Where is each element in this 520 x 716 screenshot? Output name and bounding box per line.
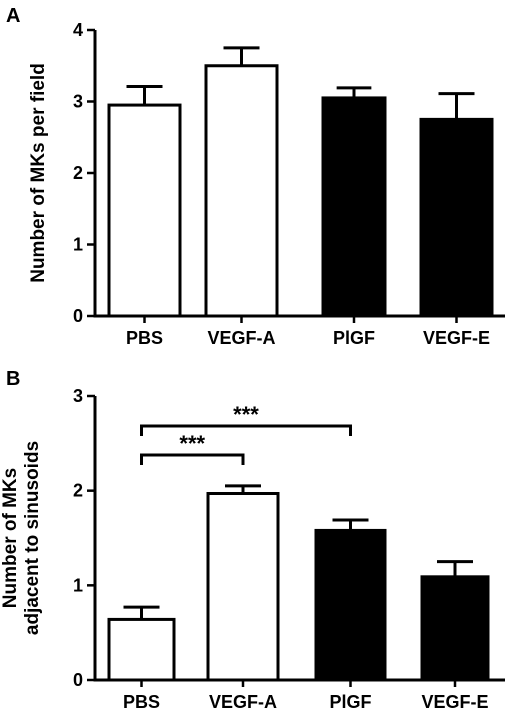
bar <box>204 64 279 318</box>
y-tick-label: 1 <box>73 235 83 255</box>
category-label: PlGF <box>329 692 371 712</box>
bar <box>420 575 490 682</box>
panel-a: A 0 1 2 3 4 Number of MKs per field PBS VEGF-A Pl… <box>6 5 505 348</box>
bar <box>206 492 280 682</box>
y-axis-title: Number of MKsadjacent to sinusoids <box>0 441 43 635</box>
significance-label: *** <box>179 431 205 456</box>
category-label: PBS <box>123 692 160 712</box>
y-tick-label: 2 <box>73 163 83 183</box>
significance-bracket <box>140 453 245 465</box>
y-tick-label: 0 <box>73 306 83 326</box>
y-tick-label: 4 <box>73 20 83 40</box>
category-label: PlGF <box>333 328 375 348</box>
bar <box>419 117 494 318</box>
y-tick-label: 3 <box>73 386 83 406</box>
category-label: VEGF-E <box>421 692 488 712</box>
category-label: VEGF-A <box>209 692 277 712</box>
bar <box>314 528 387 682</box>
category-label: VEGF-E <box>423 328 490 348</box>
panel-b: B 0 1 2 3 Number of MKsadjacent to sinusoids P… <box>0 368 505 712</box>
category-label: VEGF-A <box>207 328 275 348</box>
y-axis-title-line: Number of MKs per field <box>28 63 49 283</box>
panel-label: A <box>6 5 20 27</box>
y-tick-label: 3 <box>73 92 83 112</box>
significance-label: *** <box>233 402 259 427</box>
significance-bracket <box>140 424 352 436</box>
bar <box>107 103 182 318</box>
y-tick-label: 0 <box>73 670 83 690</box>
bar <box>107 617 176 682</box>
y-axis-title-line: adjacent to sinusoids <box>22 441 43 635</box>
y-tick-label: 1 <box>73 575 83 595</box>
y-axis-title-line: Number of MKs <box>0 468 21 608</box>
panel-label: B <box>6 368 20 390</box>
y-tick-label: 2 <box>73 481 83 501</box>
bar <box>321 96 387 318</box>
category-label: PBS <box>126 328 163 348</box>
y-axis-title: Number of MKs per field <box>28 63 49 283</box>
